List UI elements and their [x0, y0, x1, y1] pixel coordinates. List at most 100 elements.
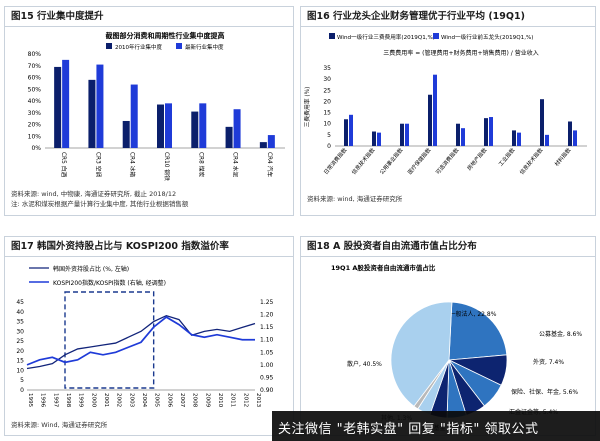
- bar: [433, 74, 437, 146]
- x-tick-label: 1999: [78, 393, 84, 408]
- bar: [512, 130, 516, 146]
- bar: [377, 132, 381, 146]
- y-right-tick-label: 1.05: [260, 349, 274, 356]
- bar: [568, 121, 572, 146]
- x-tick-label: 信息技术指数: [518, 146, 545, 176]
- y-tick-label: 10%: [28, 133, 42, 140]
- x-tick-label: 房地产指数: [465, 146, 489, 172]
- y-tick-label: 80%: [28, 51, 42, 58]
- x-tick-label: 2013: [255, 393, 261, 408]
- x-tick-label: 可选消费指数: [434, 146, 461, 176]
- legend-swatch: [176, 43, 182, 49]
- bar: [349, 114, 353, 146]
- chart-fig16: Wind一级行业三费费用率(2019Q1,%) Wind一级行业前五龙头(2019…: [303, 33, 587, 176]
- panel-fig16: 图16 行业龙头企业财务管理优于行业平均 (19Q1) Wind一级行业三费费用…: [300, 6, 596, 216]
- pie-label: 外资, 7.4%: [533, 358, 564, 366]
- y-tick-label: 20: [323, 98, 331, 105]
- panel-fig17: 图17 韩国外资持股占比与 KOSPI200 指数溢价率 韩国外资持股占比 (%…: [4, 236, 294, 436]
- y-tick-label: 0: [327, 143, 331, 150]
- y-left-tick-label: 20: [16, 348, 24, 355]
- panel-title: 图18 A 股投资者自由流通市值占比分布: [301, 237, 595, 257]
- pie-label: 一般法人, 22.8%: [450, 310, 497, 318]
- bar: [573, 130, 577, 146]
- x-tick-label: 2007: [179, 393, 185, 408]
- panel-fig18: 图18 A 股投资者自由流通市值占比分布 19Q1 A股投资者自由流通市值占比一…: [300, 236, 596, 436]
- x-tick-label: 公用事业指数: [378, 146, 405, 176]
- chart-title: 19Q1 A股投资者自由流通市值占比: [331, 263, 436, 272]
- bar: [165, 103, 172, 148]
- y-tick-label: 40%: [28, 98, 42, 105]
- legend-swatch: [106, 43, 112, 49]
- pie-label: 公募基金, 8.6%: [539, 330, 582, 338]
- x-tick-label: CR3 空调: [94, 152, 102, 177]
- bar: [428, 94, 432, 146]
- y-right-tick-label: 1.25: [260, 299, 274, 306]
- y-right-tick-label: 1.10: [260, 337, 274, 344]
- y-tick-label: 60%: [28, 75, 42, 82]
- y-tick-label: 30%: [28, 110, 42, 117]
- bar: [545, 134, 549, 146]
- x-tick-label: 2010: [217, 393, 223, 408]
- chart-fig17: 韩国外资持股占比 (%, 左轴) KOSPI200指数/KOSPI指数 (右轴, …: [16, 265, 274, 408]
- y-axis-label: 三费费用率 (%): [303, 87, 311, 128]
- x-tick-label: 日常消费指数: [322, 146, 349, 176]
- y-tick-label: 50%: [28, 86, 42, 93]
- panel-fig15: 图15 行业集中度提升 截图部分消费和周期性行业集中度提高 2010年行业集中度 最…: [4, 6, 294, 216]
- x-tick-label: 2004: [141, 393, 147, 408]
- x-tick-label: 2011: [230, 393, 236, 408]
- legend-label: KOSPI200指数/KOSPI指数 (右轴, 经调整): [53, 279, 166, 287]
- series-line-kospi-ratio: [26, 316, 255, 366]
- source-note: 资料来源: wind, 海通证券研究所: [307, 195, 403, 203]
- panel-title: 图17 韩国外资持股占比与 KOSPI200 指数溢价率: [5, 237, 293, 257]
- bar: [461, 128, 465, 146]
- y-tick-label: 20%: [28, 122, 42, 129]
- watermark-text: 关注微信 "老韩实盘" 回复 "指标" 领取公式: [278, 422, 539, 437]
- bar: [267, 135, 275, 148]
- x-tick-label: CR4 汽车: [266, 152, 274, 177]
- y-right-tick-label: 0.95: [260, 374, 274, 381]
- source-note: 资料来源: Wind, 海通证券研究所: [11, 421, 108, 429]
- chart-title: 截图部分消费和周期性行业集中度提高: [106, 31, 225, 40]
- x-tick-label: 1996: [40, 393, 46, 408]
- bar: [191, 111, 199, 148]
- x-tick-label: CR5 白酒: [60, 152, 68, 177]
- legend-label: 2010年行业集中度: [115, 43, 162, 51]
- y-tick-label: 0%: [31, 145, 41, 152]
- x-tick-label: 1998: [65, 393, 71, 408]
- series-line-foreign-holding: [26, 314, 256, 370]
- x-tick-label: 2003: [128, 393, 134, 408]
- y-right-tick-label: 1.15: [260, 324, 274, 331]
- x-tick-label: CR8 煤炭: [197, 152, 205, 177]
- bar: [259, 142, 267, 148]
- bar: [96, 64, 104, 148]
- bar: [372, 131, 376, 146]
- y-left-tick-label: 30: [16, 328, 24, 335]
- pie-slice: [390, 301, 453, 407]
- y-tick-label: 10: [323, 121, 331, 128]
- panel-title: 图16 行业龙头企业财务管理优于行业平均 (19Q1): [301, 7, 595, 27]
- bar: [199, 103, 207, 148]
- x-tick-label: CR4 水泥: [232, 152, 240, 177]
- x-tick-label: 信息技术指数: [350, 146, 377, 176]
- bar: [517, 132, 521, 146]
- y-tick-label: 35: [323, 65, 331, 72]
- x-tick-label: 医疗保健指数: [406, 146, 433, 176]
- x-tick-label: 工业指数: [497, 146, 517, 168]
- x-tick-label: 2002: [116, 393, 122, 407]
- x-tick-label: 材料指数: [553, 146, 573, 168]
- y-tick-label: 70%: [28, 63, 42, 70]
- y-right-tick-label: 1.00: [260, 362, 274, 369]
- y-left-tick-label: 10: [16, 367, 24, 374]
- bar: [88, 79, 96, 148]
- chart-subtitle: 三费费用率 = (管理费用+财务费用+销售费用) / 营业收入: [383, 49, 538, 57]
- x-tick-label: 2009: [204, 393, 210, 408]
- bar: [157, 104, 164, 148]
- bar: [344, 119, 348, 146]
- watermark-bar: [272, 411, 600, 441]
- bar: [405, 123, 409, 146]
- x-tick-label: 2008: [192, 393, 198, 408]
- highlight-box: [64, 291, 155, 389]
- pie-label: 保险、社保、年金, 5.6%: [511, 388, 578, 396]
- bar: [484, 118, 488, 146]
- y-left-tick-label: 45: [16, 299, 24, 306]
